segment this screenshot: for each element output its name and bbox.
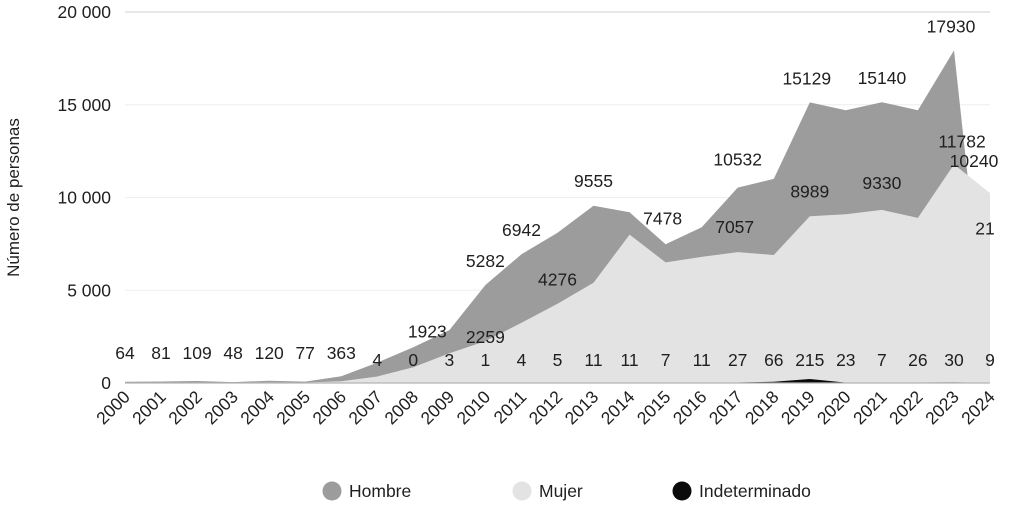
point-label: 11 [621, 350, 639, 370]
point-label: 11 [584, 350, 602, 370]
x-axis-label: 2008 [380, 387, 422, 429]
x-axis-label: 2012 [525, 387, 567, 429]
x-axis-label: 2019 [777, 387, 819, 429]
x-axis-label: 2000 [92, 387, 134, 429]
area-mujer [125, 164, 990, 383]
point-label: 8989 [790, 181, 829, 201]
point-label: 64 [115, 343, 135, 363]
point-label: 6942 [502, 220, 541, 240]
point-label: 26 [908, 350, 927, 370]
point-label: 7057 [715, 217, 754, 237]
point-label: 7478 [643, 208, 682, 228]
point-label: 9330 [862, 173, 901, 193]
legend-label: Indeterminado [699, 481, 811, 501]
x-axis-label: 2022 [885, 387, 927, 429]
x-axis-label: 2013 [561, 387, 603, 429]
point-label: 3 [445, 350, 455, 370]
legend-swatch-hombre-icon [322, 481, 342, 501]
legend-swatch-mujer-icon [512, 481, 532, 501]
x-axis-label: 2024 [957, 387, 999, 429]
x-axis-label: 2010 [453, 387, 495, 429]
x-axis-label: 2003 [200, 387, 242, 429]
area-indeterminado [125, 379, 990, 383]
legend-item: Mujer [512, 481, 583, 501]
legend-item: Indeterminado [672, 481, 811, 501]
point-label: 4 [372, 350, 382, 370]
point-label: 15129 [782, 68, 831, 88]
x-axis-label: 2017 [705, 387, 747, 429]
x-axis-label: 2005 [272, 387, 314, 429]
x-axis-label: 2018 [741, 387, 783, 429]
point-label: 0 [408, 350, 418, 370]
point-label: 23 [836, 350, 855, 370]
point-label: 81 [151, 343, 170, 363]
point-label: 9 [985, 350, 995, 370]
x-axis-label: 2020 [813, 387, 855, 429]
point-label: 363 [327, 343, 356, 363]
point-label: 77 [295, 343, 314, 363]
point-label: 1923 [408, 321, 447, 341]
x-axis-label: 2016 [669, 387, 711, 429]
point-label: 2259 [466, 327, 505, 347]
legend-swatch-indeterminado-icon [672, 481, 692, 501]
x-axis-label: 2001 [128, 387, 170, 429]
point-label: 4276 [538, 270, 577, 290]
x-axis-label: 2023 [921, 387, 963, 429]
point-label: 120 [255, 343, 284, 363]
point-label: 17930 [927, 16, 976, 36]
point-label: 11 [693, 350, 711, 370]
point-label: 5 [553, 350, 563, 370]
y-axis-tick-label: 10 000 [57, 188, 111, 208]
legend-item: Hombre [322, 481, 411, 501]
point-label: 48 [223, 343, 242, 363]
point-label: 4 [517, 350, 527, 370]
point-label: 109 [182, 343, 211, 363]
legend-label: Mujer [539, 481, 583, 501]
point-label: 30 [944, 350, 964, 370]
legend: Hombre Mujer Indeterminado [322, 481, 811, 501]
y-axis-tick-label: 5 000 [67, 280, 111, 300]
legend-label: Hombre [349, 481, 411, 501]
x-axis-label: 2009 [417, 387, 459, 429]
point-label: 7 [661, 350, 671, 370]
point-label: 9555 [574, 171, 613, 191]
point-label: 7 [877, 350, 887, 370]
x-axis-label: 2007 [344, 387, 386, 429]
point-label: 27 [728, 350, 747, 370]
y-axis-title: Número de personas [4, 118, 23, 277]
x-axis-label: 2015 [633, 387, 675, 429]
point-label: 11782 [938, 131, 985, 151]
point-label: 5282 [466, 251, 505, 271]
y-axis-tick-label: 15 000 [57, 95, 111, 115]
point-label: 15140 [858, 68, 907, 88]
x-axis-label: 2011 [490, 387, 531, 428]
y-axis-tick-label: 0 [101, 373, 111, 393]
x-axis-label: 2004 [236, 387, 278, 429]
y-axis-tick-label: 20 000 [57, 2, 111, 22]
point-label: 66 [764, 350, 783, 370]
point-label: 21 [975, 219, 994, 239]
point-label: 10240 [950, 151, 999, 171]
point-label: 10532 [713, 150, 762, 170]
point-label: 215 [795, 350, 824, 370]
x-axis-label: 2014 [597, 387, 639, 429]
point-label: 1 [481, 350, 491, 370]
x-axis-label: 2021 [849, 387, 891, 429]
x-axis-label: 2006 [308, 387, 350, 429]
x-axis-label: 2002 [164, 387, 206, 429]
